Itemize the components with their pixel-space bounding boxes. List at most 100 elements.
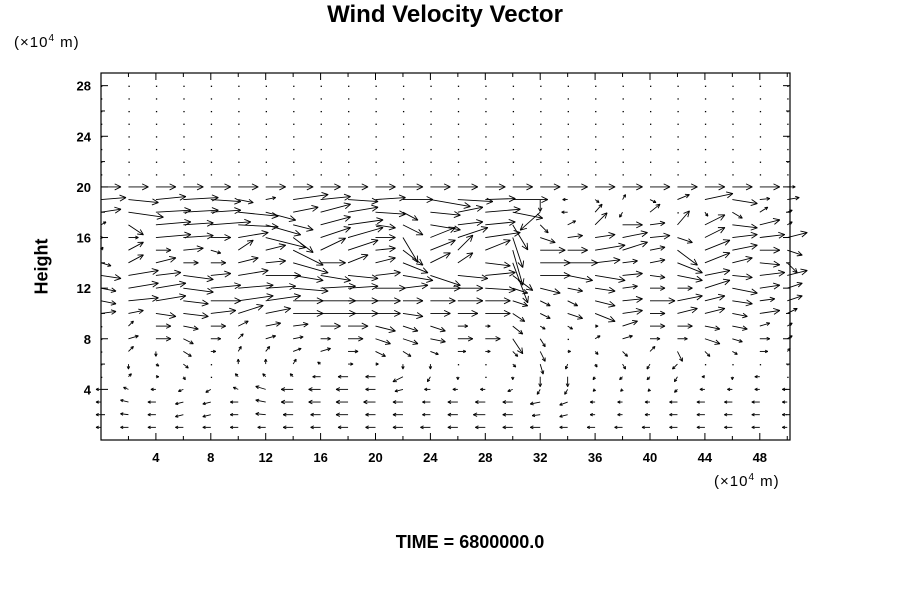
wind-vector <box>293 183 314 191</box>
wind-vector <box>280 387 294 392</box>
calm-point <box>650 85 652 87</box>
wind-vector <box>430 239 456 251</box>
x-tick-label: 36 <box>588 450 602 465</box>
calm-point <box>128 161 130 163</box>
wind-vector <box>430 275 461 287</box>
calm-point <box>759 98 762 100</box>
calm-point <box>650 174 652 176</box>
wind-vector <box>375 297 401 305</box>
wind-vector <box>402 297 424 305</box>
wind-vector <box>335 412 349 417</box>
wind-vector <box>512 237 525 268</box>
wind-vector <box>592 388 597 392</box>
wind-vector <box>155 247 172 253</box>
calm-point <box>238 136 240 138</box>
calm-point <box>732 98 734 100</box>
wind-vector <box>457 324 469 329</box>
x-tick-label: 4 <box>152 450 160 465</box>
wind-vector <box>155 375 160 379</box>
wind-vector <box>392 425 403 430</box>
calm-point <box>265 161 268 163</box>
calm-point <box>402 136 405 138</box>
wind-vector <box>622 363 627 370</box>
wind-vector <box>280 399 294 405</box>
wind-vector <box>348 183 369 191</box>
wind-vector <box>751 425 760 430</box>
wind-vector <box>430 252 451 264</box>
wind-vector <box>594 203 603 213</box>
wind-vector <box>595 232 616 239</box>
wind-vector <box>759 206 769 213</box>
calm-point <box>375 123 377 125</box>
wind-vector <box>402 325 419 333</box>
calm-point <box>210 174 213 176</box>
wind-vector <box>589 412 596 417</box>
calm-point <box>430 174 432 176</box>
calm-point <box>485 136 487 138</box>
wind-vector <box>595 275 626 283</box>
wind-vector <box>265 224 302 237</box>
wind-vector <box>347 238 379 251</box>
calm-point <box>155 98 158 100</box>
wind-vector <box>265 293 301 302</box>
wind-vector <box>347 204 379 213</box>
wind-vector <box>704 211 709 217</box>
wind-vector <box>759 269 786 277</box>
wind-vector <box>594 300 616 308</box>
wind-vector <box>320 275 351 283</box>
calm-point <box>457 136 460 138</box>
wind-vector <box>447 425 458 430</box>
wind-vector <box>100 262 112 267</box>
calm-point <box>732 123 734 125</box>
wind-vector <box>704 227 726 238</box>
calm-point <box>183 174 185 176</box>
wind-vector <box>677 285 693 291</box>
calm-point <box>210 110 213 113</box>
wind-vector <box>230 400 239 404</box>
wind-vector <box>650 183 671 191</box>
wind-vector <box>155 255 177 264</box>
calm-point <box>732 136 734 138</box>
wind-vector <box>732 287 758 296</box>
calm-point <box>759 161 762 163</box>
wind-vector <box>594 313 616 323</box>
wind-vector <box>348 283 379 290</box>
calm-point <box>293 123 295 125</box>
wind-vector <box>567 287 583 293</box>
calm-point <box>787 123 789 125</box>
calm-point <box>183 98 185 100</box>
wind-vector <box>128 345 134 352</box>
wind-vector <box>622 319 638 327</box>
wind-vector <box>183 325 199 331</box>
calm-point <box>101 85 103 87</box>
wind-vector <box>128 241 144 251</box>
wind-vector <box>375 362 379 366</box>
wind-vector <box>540 287 561 296</box>
calm-point <box>595 98 597 100</box>
calm-point <box>732 161 734 163</box>
wind-vector <box>238 211 279 220</box>
wind-vector <box>394 388 404 393</box>
wind-vector <box>704 251 731 264</box>
wind-vector <box>335 399 349 405</box>
calm-point <box>210 85 213 87</box>
y-tick-label: 24 <box>77 129 92 144</box>
calm-point <box>787 161 789 163</box>
calm-point <box>787 136 789 138</box>
wind-vector <box>595 242 626 251</box>
calm-point <box>787 85 789 87</box>
calm-point <box>238 148 240 151</box>
chart-title: Wind Velocity Vector <box>327 1 563 28</box>
calm-point <box>759 85 762 87</box>
calm-point <box>265 174 268 176</box>
calm-point <box>101 148 103 151</box>
wind-vector <box>183 287 214 295</box>
wind-vector <box>650 297 676 305</box>
wind-vector <box>293 309 324 317</box>
wind-vector <box>365 387 376 392</box>
wind-vector <box>677 193 690 200</box>
wind-vector <box>183 338 194 345</box>
calm-point <box>704 136 707 138</box>
wind-vector <box>238 198 254 205</box>
calm-point <box>402 174 405 176</box>
